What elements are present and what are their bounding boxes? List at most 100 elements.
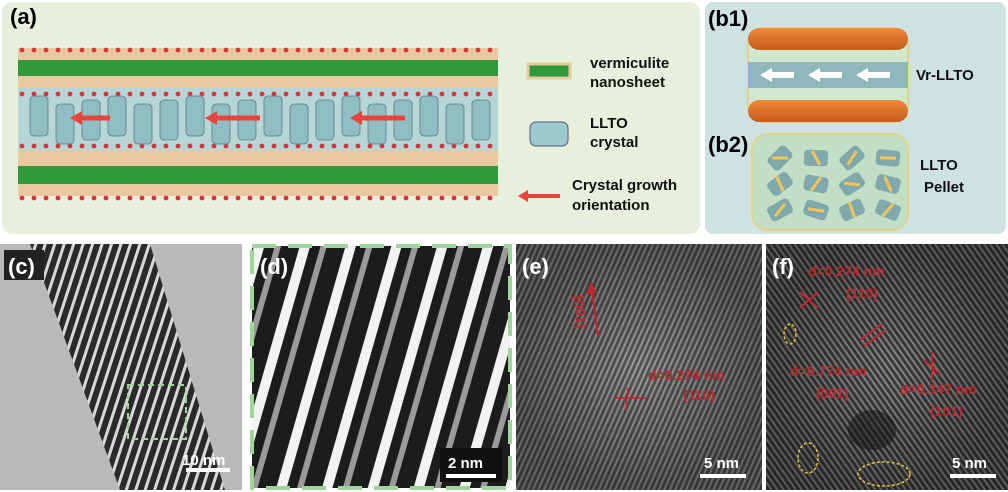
atom xyxy=(295,91,301,97)
atom xyxy=(367,195,373,201)
atom xyxy=(19,47,25,53)
atom xyxy=(175,143,181,149)
atom xyxy=(103,91,109,97)
atom xyxy=(187,195,193,201)
atom xyxy=(247,143,253,149)
atom xyxy=(79,143,85,149)
b2-arrow xyxy=(775,176,785,192)
direction-label: [001] xyxy=(571,295,590,329)
atom xyxy=(403,91,409,97)
atom xyxy=(31,143,37,149)
atom xyxy=(55,91,61,97)
legend-icon-crystal xyxy=(529,121,569,147)
atom xyxy=(67,91,73,97)
b1-arrow xyxy=(856,68,890,82)
panel-label: (b1) xyxy=(708,6,748,31)
legend-text: Crystal growth orientation xyxy=(572,177,677,214)
atom xyxy=(211,47,217,53)
atom xyxy=(115,47,121,53)
b2-arrow xyxy=(881,202,895,218)
annotation-line: d=0.347 nm xyxy=(900,381,977,397)
atom xyxy=(391,143,397,149)
sheet-bottom-core xyxy=(18,166,498,184)
atom xyxy=(91,195,97,201)
atom xyxy=(31,91,37,97)
panel-label: (b2) xyxy=(708,132,748,157)
b2-arrow xyxy=(810,150,822,166)
atom xyxy=(31,47,37,53)
atom xyxy=(355,47,361,53)
b2-arrow xyxy=(879,156,897,160)
panel-label: (e) xyxy=(522,254,549,279)
growth-arrowhead xyxy=(350,111,362,125)
legend-line: Crystal growth xyxy=(572,177,677,194)
b2-arrow xyxy=(846,150,858,166)
vignette xyxy=(766,244,1008,490)
atom xyxy=(103,195,109,201)
atom xyxy=(439,47,445,53)
atom xyxy=(163,195,169,201)
panel-label: (d) xyxy=(260,254,288,279)
atom xyxy=(379,143,385,149)
panel-label: (a) xyxy=(10,4,37,29)
atom xyxy=(187,91,193,97)
atom xyxy=(451,195,457,201)
atom xyxy=(331,91,337,97)
atom xyxy=(487,195,493,201)
atom xyxy=(115,195,121,201)
tem-d-image xyxy=(252,246,510,488)
atom xyxy=(271,91,277,97)
crystal-unit xyxy=(133,103,153,145)
atom xyxy=(319,143,325,149)
b1-sheet-top xyxy=(748,28,908,50)
atom xyxy=(43,47,49,53)
atom xyxy=(379,47,385,53)
atom xyxy=(223,195,229,201)
atom xyxy=(283,91,289,97)
atom xyxy=(55,47,61,53)
atom xyxy=(139,143,145,149)
scale-bar-label: 10 nm xyxy=(182,452,225,469)
atom xyxy=(127,143,133,149)
atom xyxy=(19,91,25,97)
atom xyxy=(331,195,337,201)
atom xyxy=(415,91,421,97)
atom xyxy=(175,47,181,53)
atom xyxy=(91,47,97,53)
label-bg xyxy=(4,250,44,280)
atom xyxy=(307,195,313,201)
annotation-line: (110) xyxy=(683,387,715,403)
annotation-line: d=0.274 nm xyxy=(808,263,885,279)
dark-region xyxy=(848,410,896,450)
atom xyxy=(319,195,325,201)
b2-arrow xyxy=(773,202,787,218)
atom xyxy=(283,47,289,53)
atom xyxy=(235,47,241,53)
atom xyxy=(247,47,253,53)
b1-sheet-bottom xyxy=(748,100,908,122)
atom xyxy=(475,47,481,53)
atom xyxy=(67,143,73,149)
atom xyxy=(439,91,445,97)
atom xyxy=(19,143,25,149)
defect-circle xyxy=(797,442,819,474)
vignette xyxy=(516,244,762,490)
atom xyxy=(223,91,229,97)
atom xyxy=(367,47,373,53)
b1-arrow xyxy=(808,68,842,82)
atom xyxy=(55,195,61,201)
sheet-top-core xyxy=(18,60,498,76)
atom xyxy=(415,47,421,53)
atom xyxy=(163,143,169,149)
crystal-unit xyxy=(107,95,127,137)
atom xyxy=(127,195,133,201)
crystal-unit xyxy=(471,99,491,141)
zoom-frame xyxy=(250,244,512,490)
atom xyxy=(151,91,157,97)
direction-arrowhead xyxy=(586,282,597,294)
atom xyxy=(307,47,313,53)
atom xyxy=(259,91,265,97)
atom xyxy=(43,143,49,149)
caption-line: LLTO xyxy=(920,157,958,174)
